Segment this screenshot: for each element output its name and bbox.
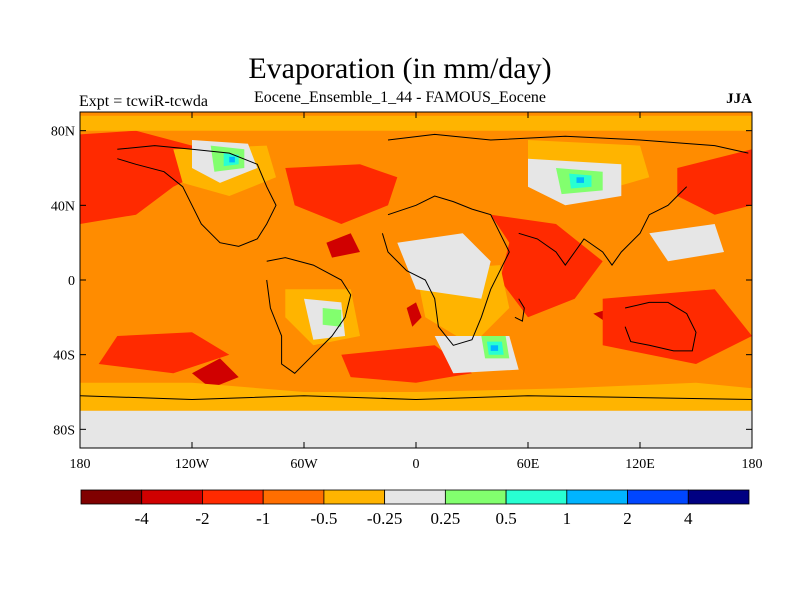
- region-deep-red: [406, 302, 422, 327]
- region-gray: [649, 224, 724, 262]
- x-tick-label: 120E: [625, 457, 655, 472]
- x-tick-label: 120W: [175, 457, 210, 472]
- coastline: [387, 133, 749, 154]
- region-red: [285, 164, 398, 224]
- coastline: [624, 301, 697, 352]
- colorbar-swatch: [80, 489, 143, 505]
- y-tick-label: 40S: [53, 349, 75, 364]
- coastline: [117, 145, 277, 247]
- colorbar-swatch: [141, 489, 203, 505]
- colorbar-swatch: [384, 489, 446, 505]
- colorbar-label: -0.25: [367, 509, 402, 528]
- x-tick-label: 180: [70, 457, 91, 472]
- colorbar-swatch: [505, 489, 568, 505]
- field-layer: [80, 115, 752, 448]
- region-gray: [397, 233, 491, 299]
- coastline: [80, 395, 752, 401]
- colorbar-label: 4: [684, 509, 693, 528]
- region-red: [677, 149, 752, 215]
- season-label: JJA: [726, 91, 752, 107]
- region-yellow: [80, 382, 752, 411]
- colorbar-label: 0.25: [430, 509, 460, 528]
- region-gray: [80, 410, 752, 448]
- x-tick-label: 0: [413, 457, 420, 472]
- coastline: [518, 186, 688, 266]
- colorbar-swatch: [323, 489, 386, 505]
- colorbar-label: -0.5: [310, 509, 337, 528]
- region-blue: [490, 345, 499, 351]
- colorbar-label: -4: [135, 509, 150, 528]
- colorbar-swatch: [202, 489, 264, 505]
- region-red: [341, 345, 472, 383]
- region-red: [490, 214, 603, 318]
- region-green: [322, 308, 342, 327]
- experiment-label: Expt = tcwiR-tcwda: [79, 93, 208, 110]
- x-tick-label: 60W: [290, 457, 318, 472]
- coastline: [514, 298, 525, 322]
- y-tick-label: 80N: [51, 125, 75, 140]
- colorbar-swatch: [566, 489, 628, 505]
- region-red: [602, 289, 752, 364]
- x-tick-label: 180: [742, 457, 763, 472]
- region-blue: [576, 177, 584, 183]
- page-title: Evaporation (in mm/day): [248, 52, 552, 85]
- y-tick-label: 0: [68, 274, 75, 289]
- region-deep-red: [192, 358, 239, 389]
- colorbar-label: 1: [563, 509, 572, 528]
- colorbar-swatch: [444, 489, 507, 505]
- colorbar-swatch: [627, 489, 689, 505]
- x-tick-label: 60E: [517, 457, 540, 472]
- region-yellow: [80, 115, 752, 131]
- y-tick-label: 80S: [53, 423, 75, 438]
- coastline: [266, 257, 352, 374]
- map-subtitle: Eocene_Ensemble_1_44 - FAMOUS_Eocene: [253, 89, 547, 106]
- region-red: [98, 332, 230, 374]
- colorbar-swatch: [262, 489, 325, 505]
- colorbar-label: 2: [623, 509, 632, 528]
- region-blue: [229, 156, 235, 163]
- colorbar-label: -1: [256, 509, 270, 528]
- region-deep-red: [326, 233, 360, 258]
- colorbar-swatch: [687, 489, 750, 505]
- colorbar-label: -2: [195, 509, 209, 528]
- y-tick-label: 40N: [51, 199, 75, 214]
- colorbar-label: 0.5: [495, 509, 516, 528]
- coastline: [381, 195, 510, 346]
